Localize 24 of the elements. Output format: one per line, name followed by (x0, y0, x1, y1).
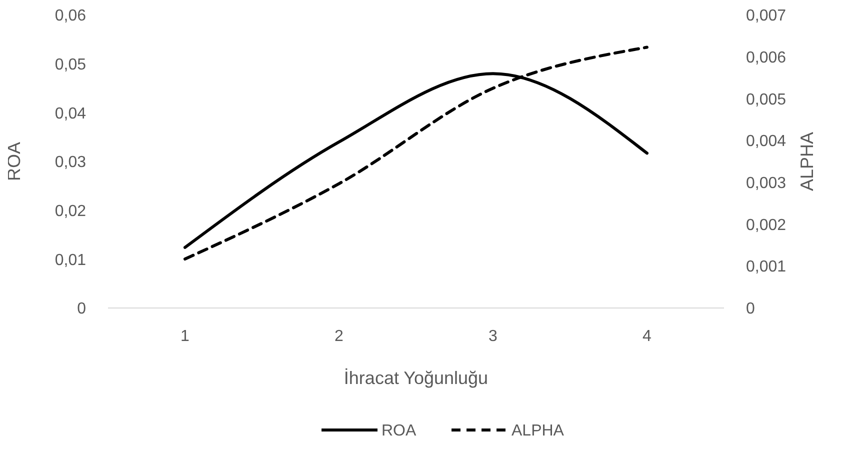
y2-tick-label: 0,005 (746, 91, 786, 108)
x-tick-label: 2 (334, 328, 344, 345)
y-tick-label: 0,02 (54, 202, 86, 220)
y-tick-label: 0,05 (54, 56, 86, 74)
x-axis-title: İhracat Yoğunluğu (344, 368, 488, 388)
y2-tick-label: 0 (746, 300, 755, 318)
y-tick-label: 0,01 (54, 252, 86, 269)
y-tick-label: 0,04 (54, 105, 86, 122)
legend-label: ALPHA (512, 422, 564, 440)
y2-tick-label: 0,007 (746, 8, 786, 25)
x-tick-label: 1 (180, 328, 190, 345)
line-series (184, 46, 648, 261)
y-tick-label: 0 (77, 300, 86, 318)
y2-tick-label: 0,004 (746, 133, 786, 150)
y-tick-label: 0,03 (54, 154, 86, 172)
y2-tick-label: 0,002 (746, 216, 786, 234)
y2-tick-label: 0,003 (746, 175, 786, 192)
x-tick-label: 3 (488, 328, 498, 345)
y2-axis-title: ALPHA (797, 132, 817, 192)
legend-label: ROA (382, 422, 416, 440)
y-tick-label: 0,06 (54, 8, 86, 25)
y2-tick-label: 0,001 (746, 258, 786, 276)
y2-tick-label: 0,006 (746, 49, 786, 66)
x-tick-label: 4 (642, 328, 652, 345)
